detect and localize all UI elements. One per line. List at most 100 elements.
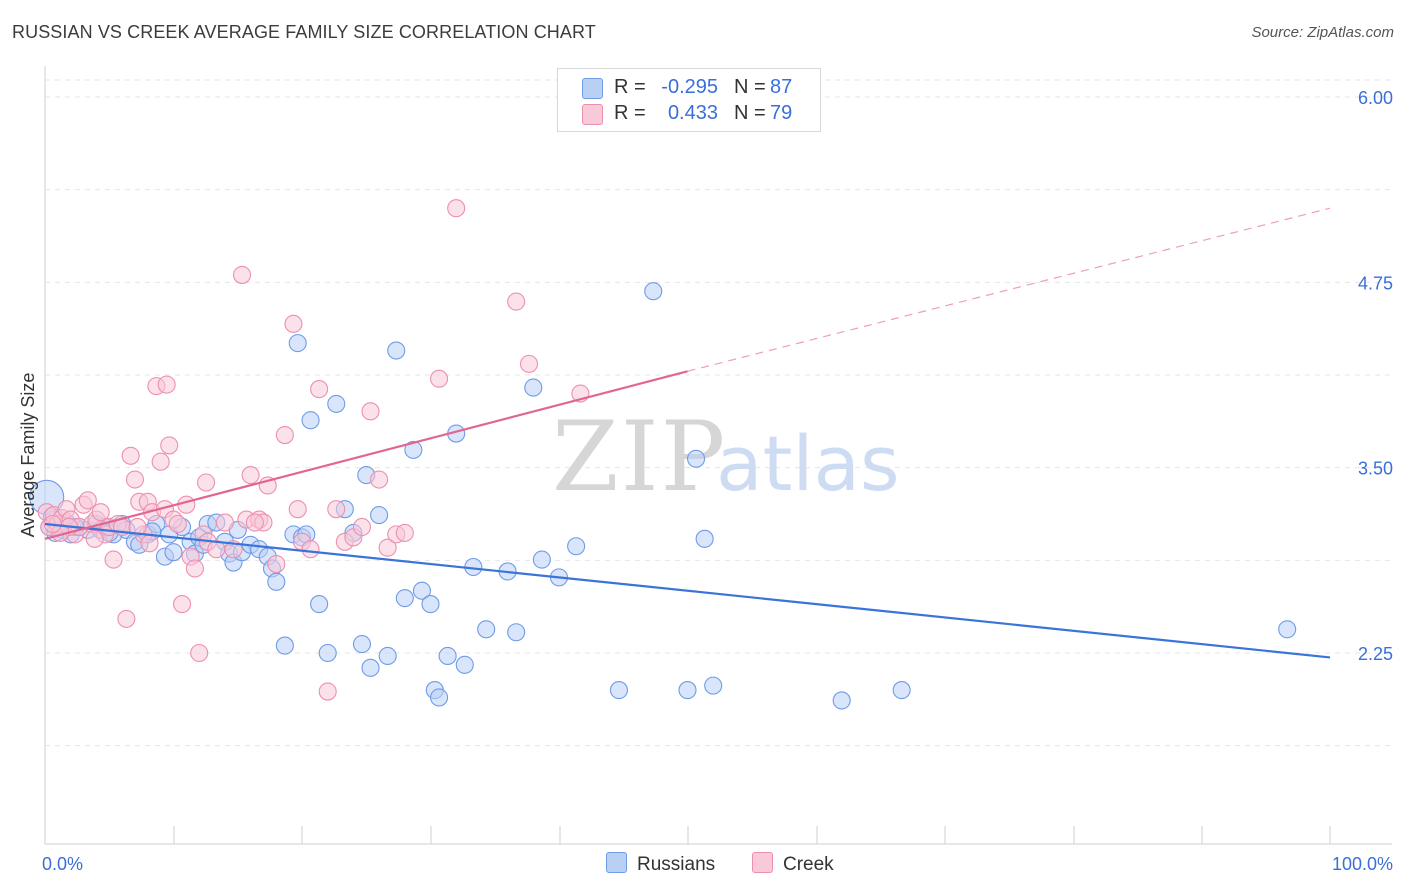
legend-r-label: R = <box>614 102 646 124</box>
russians-point <box>301 411 320 430</box>
creek-point <box>352 517 372 537</box>
creek-point <box>245 513 264 532</box>
creek-point <box>151 452 170 471</box>
russians-point <box>421 595 440 614</box>
creek-point <box>157 375 176 394</box>
x-tick-label-left: 0.0% <box>42 854 83 874</box>
russians-point <box>412 581 431 600</box>
russians-point <box>892 681 911 700</box>
creek-trend-line <box>44 370 688 540</box>
watermark: ZIP atlas <box>552 401 900 513</box>
series-swatch-russians <box>606 852 627 873</box>
stats-legend: R = -0.295 N = 87 R = 0.433 N = 79 <box>557 68 821 132</box>
creek-point <box>284 314 303 333</box>
creek-point <box>190 643 209 663</box>
legend-r-value: 0.433 <box>667 102 718 124</box>
russians-point <box>644 282 663 301</box>
russians-point <box>455 655 474 674</box>
russians-point <box>361 658 380 677</box>
legend-swatch-creek <box>582 104 603 125</box>
legend-n-value: 79 <box>770 102 793 124</box>
legend-r-label: R = <box>614 76 646 98</box>
russians-point <box>567 537 586 556</box>
trend-lines <box>44 207 1331 659</box>
legend-r-value: -0.295 <box>661 76 718 98</box>
russians-point <box>695 529 714 548</box>
creek-point <box>301 540 320 559</box>
russians-point <box>395 589 414 608</box>
russians-point <box>687 449 706 468</box>
creek-point <box>173 595 192 614</box>
creek-point <box>310 380 329 399</box>
creek-point <box>91 503 110 522</box>
creek-point <box>85 529 104 548</box>
russians-point <box>524 378 543 397</box>
x-tick-label-right: 100.0% <box>1332 854 1393 874</box>
creek-point <box>125 470 144 489</box>
creek-point <box>275 425 294 445</box>
creek-point <box>447 199 466 218</box>
russians-point <box>477 620 496 639</box>
creek-point <box>185 559 204 578</box>
legend-n-label: N = <box>734 102 766 124</box>
creek-point <box>232 265 252 284</box>
y-tick-label: 4.75 <box>1358 273 1393 293</box>
creek-point <box>378 538 397 557</box>
russians-point <box>609 681 629 700</box>
watermark-atlas: atlas <box>716 419 900 508</box>
legend-n-value: 87 <box>770 76 793 98</box>
y-axis-label: Average Family Size <box>18 373 38 538</box>
legend-swatch-russians <box>582 78 603 99</box>
russians-point <box>430 688 449 707</box>
series-label-creek: Creek <box>783 854 834 875</box>
creek-point <box>121 446 140 465</box>
creek-point <box>318 682 337 701</box>
series-legend-russians[interactable]: Russians <box>606 852 715 876</box>
creek-point <box>78 491 97 510</box>
creek-point <box>370 470 389 489</box>
source-label: Source: ZipAtlas.com <box>1251 24 1394 41</box>
series-legend-creek[interactable]: Creek <box>752 852 834 876</box>
russians-trend-line <box>44 522 1331 659</box>
russians-point <box>275 636 294 655</box>
russians-point <box>318 643 337 663</box>
series-label-russians: Russians <box>637 854 716 875</box>
y-tick-label: 6.00 <box>1358 88 1393 108</box>
russians-point <box>310 595 329 614</box>
russians-point <box>832 691 851 710</box>
creek-point <box>215 513 234 532</box>
russians-point <box>438 646 457 666</box>
russians-point <box>1278 620 1297 639</box>
creek-point <box>177 495 196 514</box>
creek-point <box>267 554 286 574</box>
russians-point <box>288 334 307 353</box>
russians-point <box>378 646 397 666</box>
creek-point <box>507 292 526 311</box>
creek-point <box>361 402 380 421</box>
axes: 6.00 4.75 3.50 2.25 <box>44 66 1393 845</box>
creek-point <box>117 609 136 628</box>
chart-title: RUSSIAN VS CREEK AVERAGE FAMILY SIZE COR… <box>12 22 596 42</box>
creek-point <box>160 436 179 455</box>
creek-point <box>395 523 414 542</box>
creek-point <box>519 354 539 373</box>
y-tick-label: 3.50 <box>1358 459 1393 479</box>
creek-point <box>104 550 123 569</box>
creek-point <box>140 534 159 553</box>
creek-point <box>430 369 449 388</box>
y-tick-label: 2.25 <box>1358 644 1393 664</box>
creek-point <box>288 500 307 519</box>
creek-point <box>327 500 346 519</box>
creek-trend-extension <box>687 207 1331 372</box>
russians-point <box>704 676 723 695</box>
russians-point <box>404 440 423 459</box>
creek-point <box>168 514 187 534</box>
russians-point <box>267 572 286 591</box>
series-swatch-creek <box>752 852 773 873</box>
creek-point <box>241 466 260 485</box>
russians-point <box>678 681 697 700</box>
legend-n-label: N = <box>734 76 766 98</box>
creek-point <box>128 517 147 537</box>
russians-point <box>387 341 406 360</box>
